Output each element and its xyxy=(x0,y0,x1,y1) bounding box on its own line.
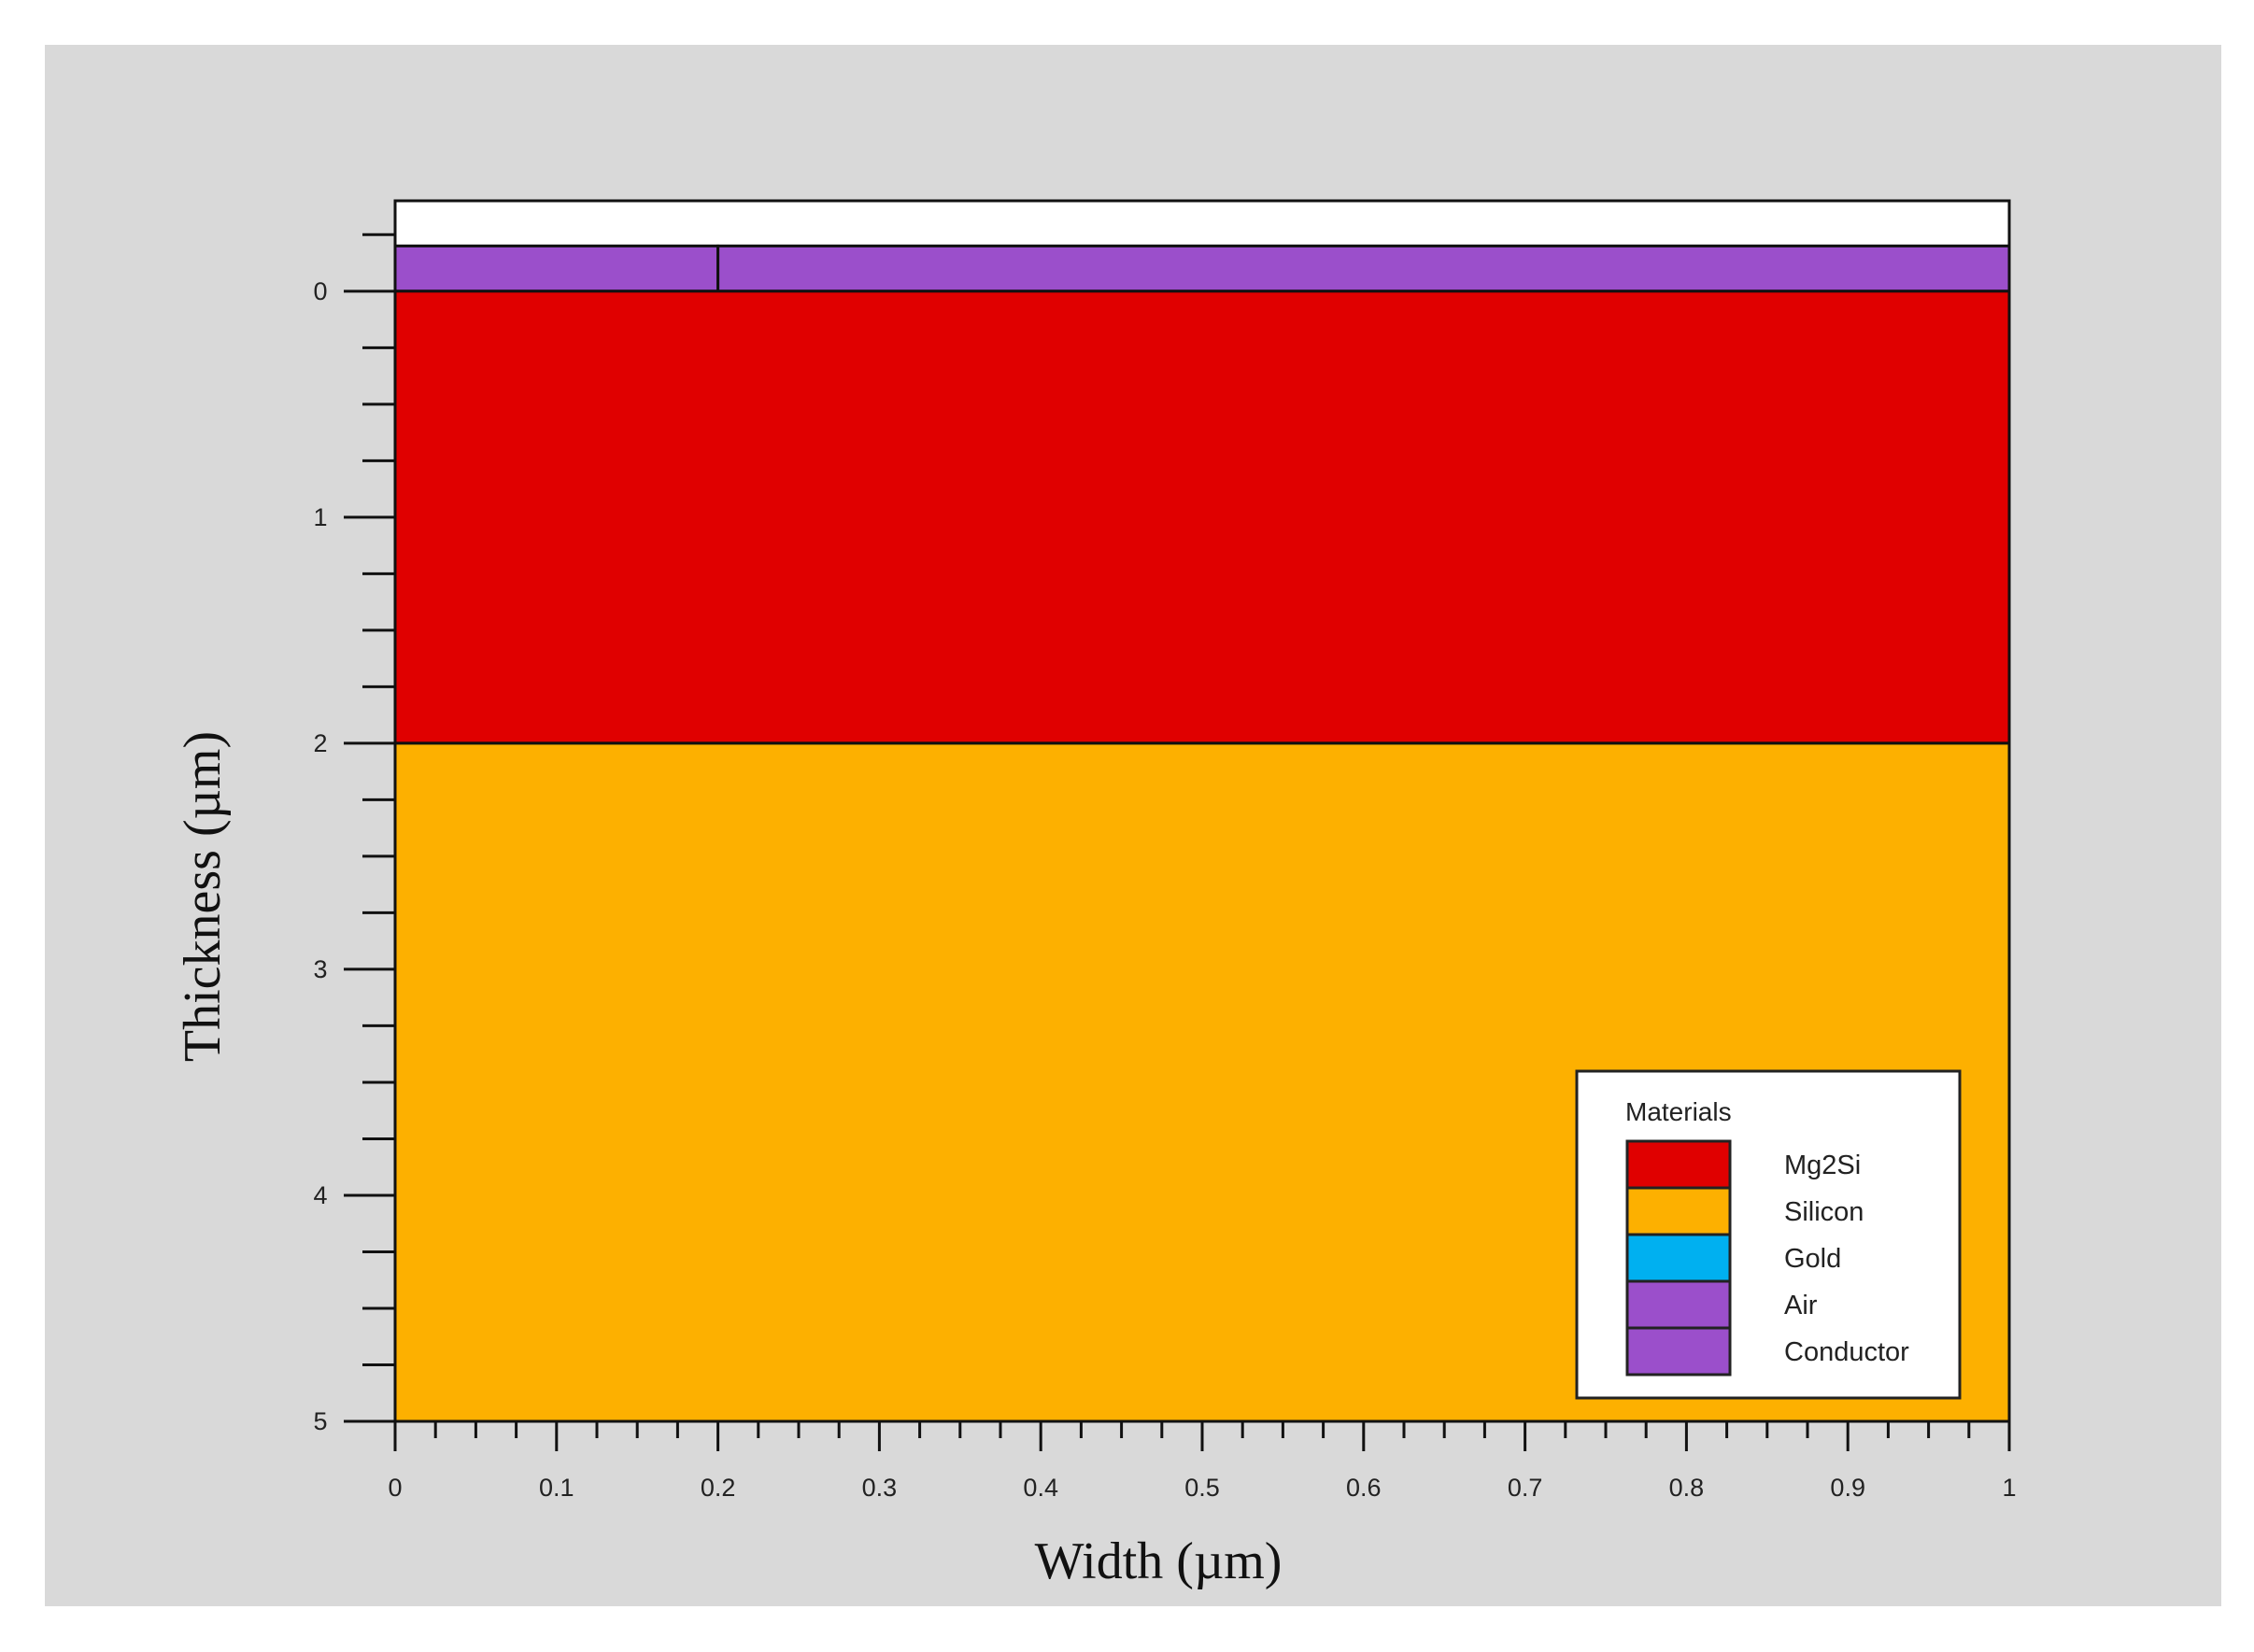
region-air xyxy=(393,199,2011,247)
legend-swatch-air xyxy=(1625,1279,1732,1330)
region-conductor xyxy=(393,244,720,293)
x-tick-label: 0.5 xyxy=(1184,1474,1220,1502)
y-tick-label: 4 xyxy=(313,1181,327,1209)
region-conductor xyxy=(716,244,2011,293)
y-axis-title: Thickness (µm) xyxy=(174,731,232,1062)
x-tick-label: 0.7 xyxy=(1508,1474,1543,1502)
y-tick-label: 2 xyxy=(313,729,327,757)
y-tick-label: 5 xyxy=(313,1407,327,1435)
x-tick-label: 0.6 xyxy=(1346,1474,1382,1502)
legend-swatch-gold xyxy=(1625,1233,1732,1283)
legend-label-silicon: Silicon xyxy=(1784,1197,1864,1227)
x-tick-label: 1 xyxy=(2002,1474,2016,1502)
x-tick-label: 0.9 xyxy=(1830,1474,1865,1502)
axes: 0 1 2 3 4 5 0 0.1 0.2 0.3 0.4 0.5 0.6 0.7 0.8 0.9 1 xyxy=(313,201,2017,1502)
legend-label-mg2si: Mg2Si xyxy=(1784,1151,1861,1180)
y-tick-label: 3 xyxy=(313,955,327,983)
legend-title: Materials xyxy=(1625,1097,1732,1126)
legend-label-gold: Gold xyxy=(1784,1244,1841,1274)
x-axis-title: Width (µm) xyxy=(1035,1532,1283,1590)
legend-swatch-conductor xyxy=(1625,1326,1732,1377)
region-mg2si xyxy=(393,289,2011,745)
x-tick-label: 0.8 xyxy=(1669,1474,1705,1502)
legend-swatch-mg2si xyxy=(1625,1139,1732,1190)
legend-label-conductor: Conductor xyxy=(1784,1337,1909,1367)
x-tick-label: 0.1 xyxy=(539,1474,574,1502)
legend-swatch-silicon xyxy=(1625,1186,1732,1236)
y-tick-label: 1 xyxy=(313,503,327,531)
materials-legend: Materials Mg2Si Silicon Gold Air Conductor xyxy=(1575,1069,1962,1400)
y-tick-label: 0 xyxy=(313,277,327,305)
legend-label-air: Air xyxy=(1784,1291,1818,1320)
x-tick-label: 0.2 xyxy=(701,1474,736,1502)
x-tick-label: 0.4 xyxy=(1023,1474,1058,1502)
x-tick-label: 0 xyxy=(388,1474,402,1502)
x-tick-label: 0.3 xyxy=(862,1474,898,1502)
